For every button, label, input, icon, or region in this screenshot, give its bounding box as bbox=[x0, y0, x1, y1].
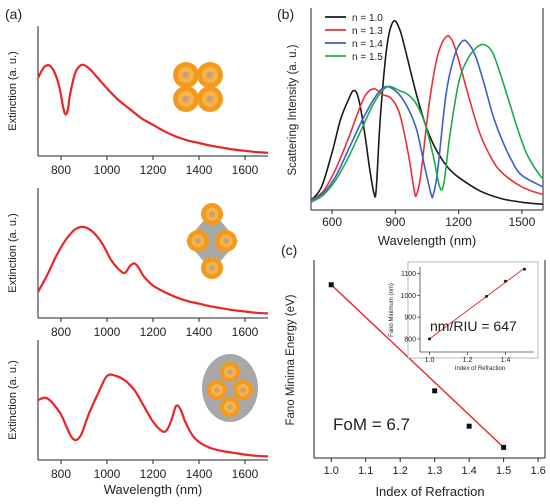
panel-c: 1.0 1.1 1.2 1.3 1.4 1.5 1.6 FoM = 6.7 Fano Min… bbox=[285, 260, 546, 499]
legend-label-n15: n = 1.5 bbox=[352, 52, 383, 63]
b-legend: n = 1.0 n = 1.3 n = 1.4 n = 1.5 bbox=[325, 13, 383, 63]
a1-x-tick-label: 1400 bbox=[186, 163, 213, 177]
b-series-n13 bbox=[310, 35, 544, 202]
b-x-tick-label: 600 bbox=[322, 215, 342, 229]
inset-y-tick-label: 1100 bbox=[401, 271, 416, 278]
c-x-tick-label: 1.4 bbox=[462, 465, 477, 477]
inset-y-tick-label: 800 bbox=[404, 336, 416, 343]
inset-data-point bbox=[523, 267, 526, 271]
inset-x-ticks bbox=[429, 352, 506, 355]
a1-x-tick-label: 1200 bbox=[140, 163, 167, 177]
b-x-tick-label: 900 bbox=[385, 215, 405, 229]
legend-label-n10: n = 1.0 bbox=[352, 13, 383, 24]
c-data-point bbox=[328, 282, 334, 288]
legend-label-n14: n = 1.4 bbox=[352, 39, 383, 50]
inset-y-axis-label: Fano Minimum (nm) bbox=[389, 283, 395, 337]
inset-x-tick-label: 1.0 bbox=[425, 357, 435, 364]
a3-x-tick-label: 1400 bbox=[186, 467, 213, 481]
b-y-axis-label: Scattering Intensity (a. u.) bbox=[287, 44, 299, 175]
b-x-axis-label: Wavelength (nm) bbox=[378, 233, 477, 248]
b-x-tick-label: 1500 bbox=[509, 215, 536, 229]
inset-data-point bbox=[485, 295, 488, 298]
a1-x-tick-label: 800 bbox=[51, 163, 71, 177]
inset-x-tick-label: 1.2 bbox=[463, 357, 473, 364]
a1-y-axis-label: Extinction (a. u.) bbox=[7, 51, 19, 130]
b-series-n15 bbox=[310, 43, 544, 203]
c-x-axis-label: Index of Refraction bbox=[375, 484, 484, 499]
a3-x-tick-label: 1600 bbox=[232, 467, 259, 481]
a2-x-tick-label: 1000 bbox=[94, 325, 121, 339]
inset-points bbox=[428, 267, 526, 341]
panel-a1: 800 1000 1200 1400 1600 Extinction (a. u.) bbox=[7, 26, 269, 177]
c-x-tick-label: 1.3 bbox=[427, 465, 442, 477]
panel-b: 600 900 1200 1500 n = 1.0 n = 1.3 n = 1.4 n… bbox=[287, 8, 544, 248]
a2-y-axis-label: Extinction (a. u.) bbox=[7, 213, 19, 292]
a3-x-tick-label: 800 bbox=[51, 467, 71, 481]
a2-x-tick-label: 800 bbox=[51, 325, 71, 339]
c-x-ticks bbox=[330, 458, 539, 462]
c-y-axis-label: Fano Minima Energy (eV) bbox=[285, 294, 297, 425]
inset-y-tick-label: 900 bbox=[404, 315, 416, 322]
inset-annotation: nm/RIU = 647 bbox=[430, 318, 517, 334]
inset-y-tick-label: 1000 bbox=[400, 293, 416, 300]
c-data-point bbox=[432, 388, 438, 394]
a3-y-axis-label: Extinction (a. u.) bbox=[7, 360, 19, 439]
tetramer-in-ellipsoid-icon bbox=[202, 354, 258, 422]
a3-x-axis-label: Wavelength (nm) bbox=[104, 482, 203, 497]
a3-x-tick-labels: 800 1000 1200 1400 1600 bbox=[51, 467, 259, 481]
a2-x-tick-label: 1400 bbox=[186, 325, 213, 339]
panel-label-c: (c) bbox=[281, 242, 297, 258]
inset-fit-line bbox=[429, 267, 525, 340]
panel-a3: 800 1000 1200 1400 1600 Extinction (a. u.) W… bbox=[7, 340, 269, 497]
c-fom-annotation: FoM = 6.7 bbox=[333, 415, 410, 434]
inset-y-ticks bbox=[417, 273, 420, 340]
inset-frame bbox=[407, 261, 539, 359]
panel-a2: 800 1000 1200 1400 1600 Extinction (a. u.) bbox=[7, 188, 269, 339]
a2-extinction-curve bbox=[37, 225, 269, 315]
a3-x-tick-label: 1200 bbox=[140, 467, 167, 481]
inset-x-axis-label: Index of Refraction bbox=[455, 366, 505, 372]
c-inset: 800 900 1000 1100 1.0 1.2 1.4 nm/RIU = 647 Fa… bbox=[389, 261, 539, 372]
c-points bbox=[328, 282, 507, 450]
a1-x-tick-label: 1000 bbox=[94, 163, 121, 177]
a2-x-tick-label: 1200 bbox=[140, 325, 167, 339]
panel-label-b: (b) bbox=[277, 6, 294, 22]
b-series-n10 bbox=[310, 19, 544, 205]
a1-x-ticks bbox=[60, 156, 246, 160]
c-data-point bbox=[501, 444, 507, 450]
c-fit-line bbox=[330, 284, 505, 448]
c-x-tick-label: 1.0 bbox=[324, 465, 339, 477]
a1-x-tick-label: 1600 bbox=[232, 163, 259, 177]
inset-data-point bbox=[504, 279, 507, 283]
inset-data-point bbox=[428, 337, 431, 341]
legend-label-n13: n = 1.3 bbox=[352, 26, 383, 37]
a2-x-tick-label: 1600 bbox=[232, 325, 259, 339]
tetramer-in-matrix-icon bbox=[186, 203, 238, 279]
c-x-tick-label: 1.2 bbox=[393, 465, 408, 477]
c-x-tick-label: 1.6 bbox=[530, 465, 545, 477]
panel-label-a: (a) bbox=[5, 6, 22, 22]
c-x-tick-label: 1.1 bbox=[358, 465, 373, 477]
a1-x-tick-labels: 800 1000 1200 1400 1600 bbox=[51, 163, 259, 177]
b-x-tick-label: 1200 bbox=[445, 215, 472, 229]
a3-extinction-curve bbox=[37, 373, 269, 458]
a1-extinction-curve bbox=[37, 63, 269, 154]
inset-y-tick-labels: 800 900 1000 1100 bbox=[400, 271, 416, 343]
b-series-n14 bbox=[310, 39, 544, 202]
a3-x-tick-label: 1000 bbox=[94, 467, 121, 481]
c-x-tick-labels: 1.0 1.1 1.2 1.3 1.4 1.5 1.6 bbox=[324, 465, 546, 477]
b-x-ticks bbox=[331, 210, 523, 214]
a2-x-tick-labels: 800 1000 1200 1400 1600 bbox=[51, 325, 259, 339]
inset-x-tick-labels: 1.0 1.2 1.4 bbox=[425, 357, 511, 364]
b-x-tick-labels: 600 900 1200 1500 bbox=[322, 215, 536, 229]
inset-x-tick-label: 1.4 bbox=[501, 357, 511, 364]
tetramer-nanoshell-icon bbox=[173, 62, 223, 112]
a2-x-ticks bbox=[60, 318, 246, 322]
c-data-point bbox=[466, 423, 472, 429]
a3-x-ticks bbox=[60, 460, 246, 464]
c-x-tick-label: 1.5 bbox=[496, 465, 511, 477]
